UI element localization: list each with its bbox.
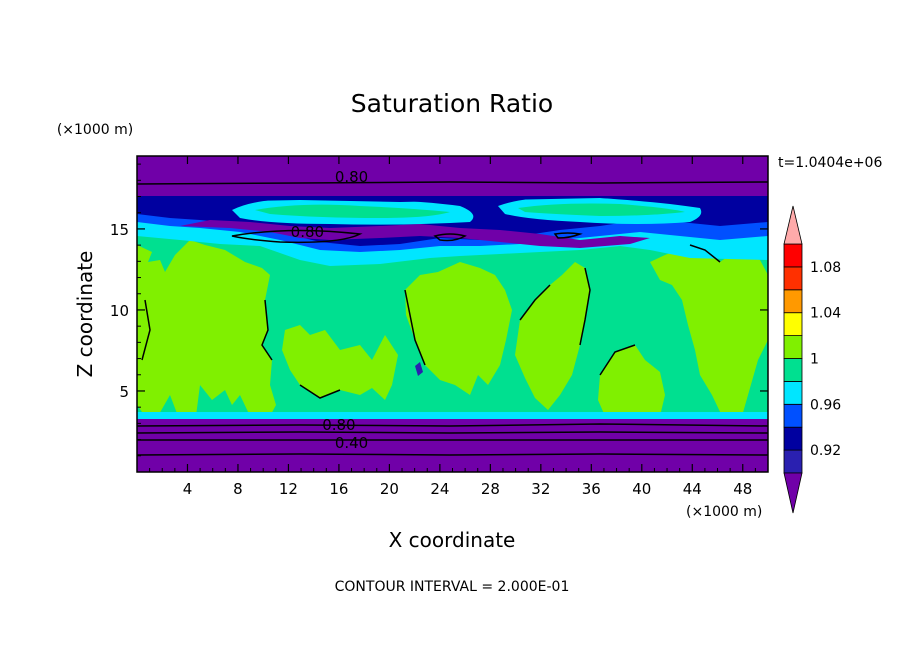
contour-field (137, 156, 768, 472)
x-tick-label: 20 (380, 480, 399, 498)
contour-label: 0.80 (322, 416, 355, 434)
y-tick-label: 15 (110, 221, 129, 239)
colorbar-bin (783, 426, 803, 451)
x-axis-label: X coordinate (389, 528, 516, 552)
small-dry-blob (415, 362, 423, 376)
x-tick-label: 44 (683, 480, 702, 498)
x-tick-label: 36 (582, 480, 601, 498)
contour-interval: CONTOUR INTERVAL = 2.000E-01 (335, 579, 570, 595)
x-tick-label: 28 (481, 480, 500, 498)
x-tick-label: 40 (632, 480, 651, 498)
contour-label: 0.80 (335, 168, 368, 186)
x-unit-label: (×1000 m) (686, 504, 762, 520)
y-tick-label: 10 (110, 302, 129, 320)
contour-labels: 0.800.800.800.40 (291, 168, 369, 452)
colorbar-tick-label: 1 (810, 352, 819, 368)
x-tick-label: 32 (531, 480, 550, 498)
colorbar-bin (783, 289, 803, 314)
y-axis: 5 10 15 (110, 163, 768, 457)
contour-label: 0.80 (291, 223, 324, 241)
colorbar-under-triangle (783, 472, 803, 514)
colorbar-tick-label: 0.92 (810, 443, 841, 459)
time-label: t=1.0404e+06 (778, 155, 882, 171)
x-tick-label: 24 (430, 480, 449, 498)
x-tick-label: 4 (183, 480, 193, 498)
y-tick-label: 5 (119, 383, 129, 401)
colorbar-bin (783, 403, 803, 428)
y-unit-label: (×1000 m) (57, 122, 133, 138)
colorbar-bin (783, 358, 803, 382)
colorbar-bin (783, 243, 803, 268)
contour-lines (137, 181, 768, 456)
supersaturated-regions (137, 240, 768, 416)
upper-moist-bands (137, 196, 768, 266)
lower-cyan-band (137, 412, 768, 420)
colorbar-tick-label: 1.04 (810, 306, 841, 322)
x-tick-label: 48 (733, 480, 752, 498)
colorbar-bin (783, 266, 803, 291)
colorbar: 0.92 0.96 1 1.04 1.08 (783, 205, 841, 514)
lower-dry-layer (137, 419, 768, 472)
colorbar-bin (783, 335, 803, 359)
x-tick-label: 8 (233, 480, 243, 498)
y-axis-label: Z coordinate (73, 251, 97, 378)
colorbar-tick-label: 1.08 (810, 260, 841, 276)
x-axis: 4 8 12 16 20 24 28 32 36 40 44 48 (149, 156, 756, 498)
x-tick-label: 16 (329, 480, 348, 498)
colorbar-tick-label: 0.96 (810, 397, 841, 413)
colorbar-bin (783, 380, 803, 405)
colorbar-over-triangle (783, 205, 803, 245)
chart-title: Saturation Ratio (351, 89, 553, 118)
upper-dry-layer (137, 156, 768, 198)
contour-label: 0.40 (335, 434, 368, 452)
colorbar-bin (783, 312, 803, 337)
colorbar-bin (783, 449, 803, 474)
x-tick-label: 12 (279, 480, 298, 498)
